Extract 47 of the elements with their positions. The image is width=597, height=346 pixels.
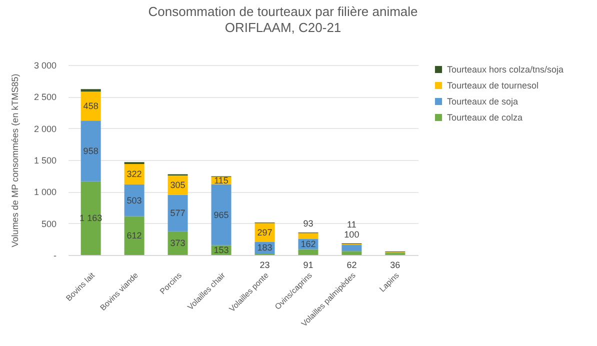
y-tick-label: 1 000 [34, 187, 56, 198]
bar [298, 249, 318, 255]
data-label: 162 [300, 239, 316, 250]
data-label: 305 [170, 180, 186, 190]
data-label: 23 [260, 260, 270, 270]
data-label: 62 [346, 260, 357, 270]
data-label: 36 [390, 260, 400, 270]
data-label: 577 [170, 208, 186, 218]
legend-label: Tourteaux de colza [447, 112, 523, 122]
data-label: 297 [257, 228, 272, 238]
data-label: 93 [303, 218, 314, 228]
data-label: 91 [303, 260, 314, 270]
data-label: 115 [214, 176, 228, 186]
y-tick-label: 2 500 [34, 92, 56, 102]
data-label: 612 [126, 230, 142, 241]
data-label: 183 [257, 242, 272, 253]
legend-label: Tourteaux de tournesol [447, 80, 539, 90]
bar [124, 184, 144, 216]
data-label: 958 [83, 146, 98, 156]
y-tick-label: 500 [41, 218, 56, 229]
bar [211, 184, 232, 246]
bar [80, 92, 101, 121]
y-axis-title: Volumes de MP consommées (en kTMS85) [10, 74, 20, 248]
bar [80, 120, 101, 182]
data-label: 965 [214, 210, 229, 220]
legend-label: Tourteaux de soja [447, 96, 518, 106]
y-tick-label: 2 000 [34, 124, 56, 134]
bar [80, 181, 101, 255]
bar [80, 89, 101, 92]
data-label: 11 [347, 219, 356, 230]
bar [168, 194, 188, 232]
bar [342, 251, 362, 255]
data-label: 100 [344, 229, 360, 240]
bar [124, 216, 144, 255]
data-label: 322 [126, 169, 142, 180]
data-label: 458 [83, 101, 98, 112]
legend-label: Tourteaux hors colza/tns/soja [447, 64, 564, 74]
chart-subtitle: ORIFLAAM, C20-21 [224, 20, 342, 35]
chart-title: Consommation de tourteaux par filière animale [148, 4, 418, 19]
data-label: 373 [170, 238, 186, 248]
bar [342, 244, 362, 252]
y-tick-label: - [54, 250, 56, 260]
y-tick-label: 1 500 [34, 156, 56, 166]
data-label: 503 [126, 195, 142, 206]
bar [298, 233, 318, 239]
y-tick-label: 3 000 [34, 60, 56, 70]
data-label: 153 [214, 245, 229, 256]
